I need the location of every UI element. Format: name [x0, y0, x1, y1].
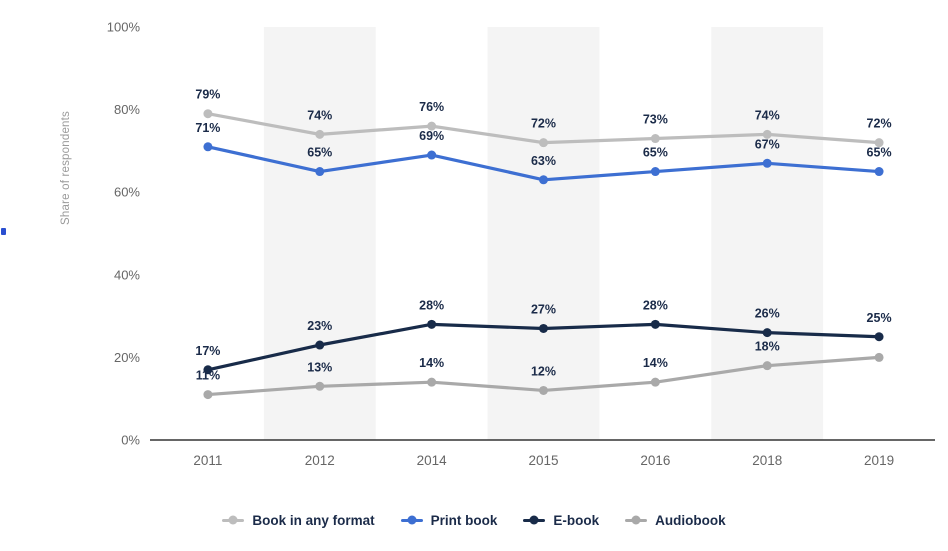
stray-blue-mark	[1, 228, 6, 235]
data-label: 28%	[419, 298, 444, 312]
legend-label: Audiobook	[655, 512, 726, 528]
data-label: 25%	[867, 311, 892, 325]
legend-marker-icon	[523, 518, 546, 522]
data-label: 71%	[195, 121, 220, 135]
data-label: 74%	[755, 108, 780, 122]
line-chart: 0% 20% 40% 60% 80% 100% 2011 2012 2014 2015 2016 20…	[107, 20, 935, 468]
data-point[interactable]	[427, 150, 437, 160]
legend-item-e-book[interactable]: E-book	[523, 513, 599, 528]
x-tick-label: 2019	[864, 453, 894, 468]
data-label: 65%	[643, 146, 668, 160]
data-point[interactable]	[762, 158, 772, 168]
data-point[interactable]	[203, 109, 213, 119]
legend-label: Book in any format	[252, 512, 375, 528]
x-tick-label: 2015	[528, 453, 558, 468]
data-label: 65%	[307, 146, 332, 160]
y-tick-label: 20%	[114, 350, 140, 365]
data-point[interactable]	[874, 138, 884, 148]
data-label: 14%	[643, 356, 668, 370]
data-point[interactable]	[203, 365, 213, 375]
data-label: 65%	[867, 146, 892, 160]
background-band	[263, 27, 376, 440]
chart-legend: Book in any format Print book E-book Audiob…	[0, 500, 948, 540]
data-point[interactable]	[315, 381, 325, 391]
data-label: 28%	[643, 298, 668, 312]
y-tick-label: 60%	[114, 185, 140, 200]
y-tick-label: 40%	[114, 267, 140, 282]
data-label: 13%	[307, 360, 332, 374]
background-band	[487, 27, 600, 440]
data-label: 17%	[195, 344, 220, 358]
data-label: 14%	[419, 356, 444, 370]
data-label: 69%	[419, 129, 444, 143]
data-label: 79%	[195, 88, 220, 102]
data-point[interactable]	[650, 134, 660, 144]
data-point[interactable]	[874, 332, 884, 342]
data-label: 11%	[196, 369, 220, 383]
y-tick-label: 100%	[107, 20, 141, 35]
data-label: 72%	[867, 117, 892, 131]
y-tick-label: 0%	[121, 433, 140, 448]
data-label: 67%	[755, 137, 780, 151]
data-point[interactable]	[427, 319, 437, 329]
data-label: 72%	[531, 117, 556, 131]
data-point[interactable]	[427, 121, 437, 131]
data-point[interactable]	[539, 175, 548, 185]
data-label: 76%	[419, 100, 444, 114]
data-point[interactable]	[315, 167, 325, 177]
data-label: 23%	[307, 319, 332, 333]
y-tick-label: 80%	[114, 102, 140, 117]
legend-marker-icon	[625, 518, 648, 522]
data-point[interactable]	[203, 142, 213, 152]
x-tick-label: 2011	[193, 453, 222, 468]
data-point[interactable]	[650, 377, 660, 387]
legend-label: E-book	[553, 512, 600, 528]
legend-item-audiobook[interactable]: Audiobook	[625, 513, 726, 528]
x-tick-label: 2018	[752, 453, 782, 468]
legend-label: Print book	[430, 512, 498, 528]
legend-item-print-book[interactable]: Print book	[400, 512, 498, 528]
data-point[interactable]	[315, 129, 325, 139]
legend-marker-icon	[400, 518, 423, 522]
data-point[interactable]	[427, 377, 437, 387]
data-point[interactable]	[762, 361, 772, 371]
data-label: 18%	[755, 340, 780, 354]
data-point[interactable]	[539, 323, 548, 333]
data-point[interactable]	[762, 328, 772, 338]
data-label: 26%	[755, 307, 780, 321]
data-label: 27%	[531, 302, 556, 316]
data-point[interactable]	[539, 138, 548, 148]
legend-item-book-in-any-format[interactable]: Book in any format	[222, 512, 375, 528]
data-point[interactable]	[874, 167, 884, 177]
data-label: 12%	[531, 364, 556, 378]
x-tick-label: 2012	[305, 453, 335, 468]
x-tick-label: 2014	[417, 453, 448, 468]
data-label: 63%	[531, 154, 556, 168]
data-point[interactable]	[315, 340, 325, 350]
data-point[interactable]	[650, 319, 660, 329]
legend-marker-icon	[222, 518, 245, 522]
x-tick-label: 2016	[640, 453, 670, 468]
background-band	[711, 27, 824, 440]
data-point[interactable]	[874, 352, 884, 362]
data-point[interactable]	[203, 390, 213, 400]
data-point[interactable]	[650, 167, 660, 177]
data-label: 74%	[307, 108, 332, 122]
data-point[interactable]	[762, 129, 772, 139]
data-point[interactable]	[539, 385, 548, 395]
data-label: 73%	[643, 113, 668, 127]
